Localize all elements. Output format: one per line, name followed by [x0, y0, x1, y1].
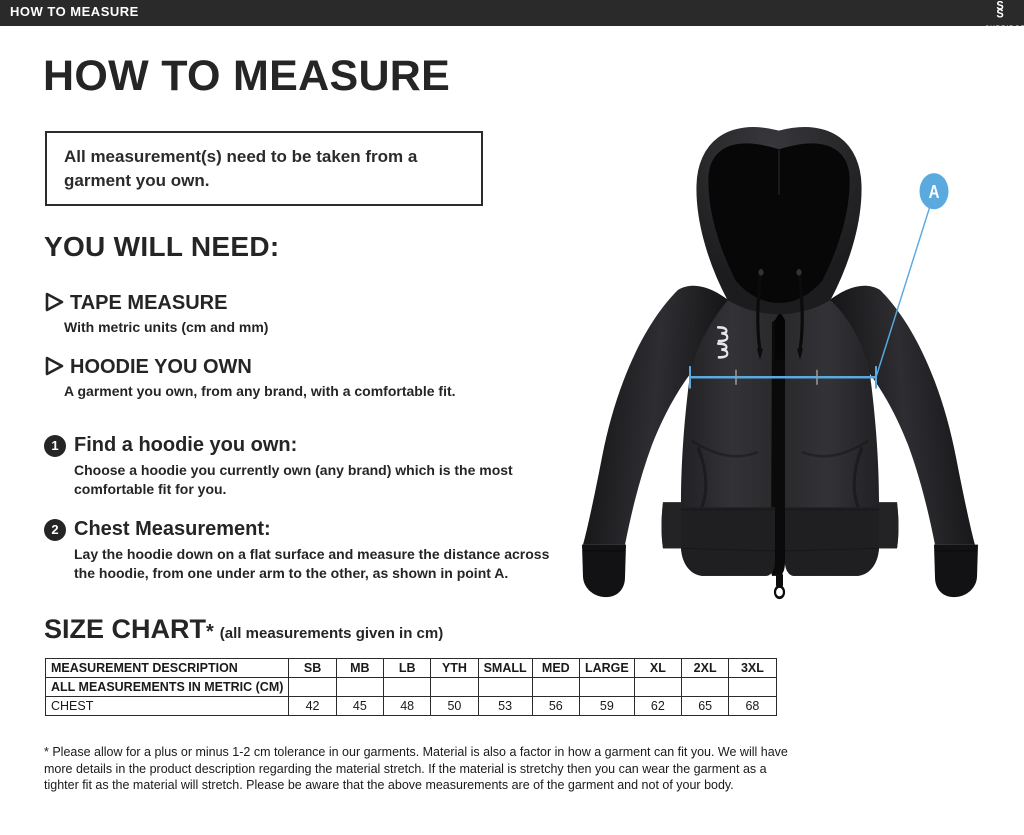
svg-text:A: A — [929, 182, 940, 203]
